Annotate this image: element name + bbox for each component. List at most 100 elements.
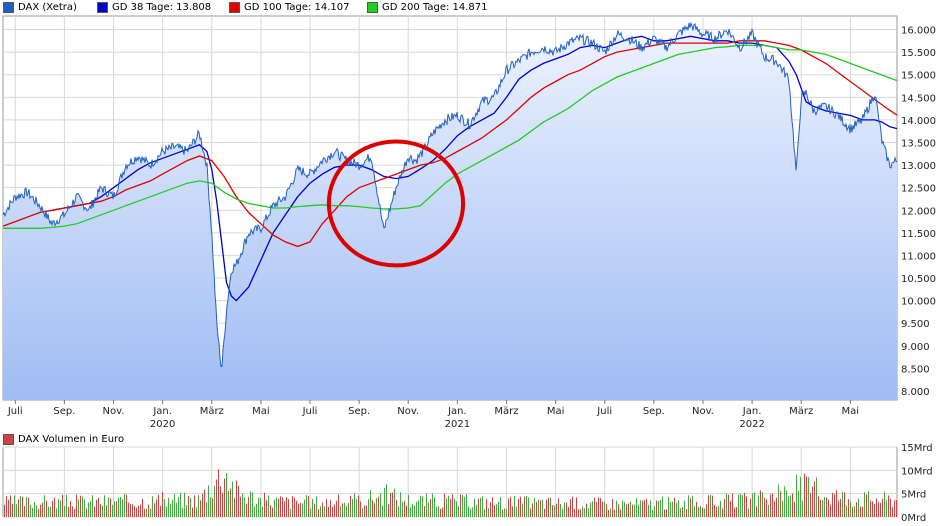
volume-bar — [138, 505, 139, 517]
volume-bar — [752, 493, 753, 517]
volume-bar — [56, 508, 57, 517]
y-tick-label: 12.000 — [901, 206, 936, 217]
x-tick-label: Juli — [7, 406, 23, 417]
volume-bar — [548, 497, 549, 517]
volume-bar — [572, 496, 573, 517]
volume-bar — [712, 495, 713, 517]
y-tick-label: 10.500 — [901, 274, 936, 285]
volume-bar — [182, 507, 183, 517]
volume-bar — [382, 505, 383, 517]
volume-bar — [204, 489, 205, 517]
volume-bar — [290, 508, 291, 517]
volume-bar — [790, 495, 791, 517]
volume-bar — [892, 507, 893, 517]
volume-bar — [152, 496, 153, 517]
volume-bar — [498, 501, 499, 517]
volume-bar — [408, 494, 409, 517]
series-line-gd100 — [2, 40, 898, 248]
volume-bar — [84, 499, 85, 517]
volume-bar — [868, 490, 869, 517]
volume-bar — [416, 501, 417, 517]
volume-bar — [592, 501, 593, 517]
volume-bar — [588, 508, 589, 517]
volume-bar — [88, 502, 89, 517]
volume-legend: DAX Volumen in Euro — [3, 434, 124, 445]
volume-bar — [96, 499, 97, 517]
volume-bar — [576, 497, 577, 517]
volume-bar — [720, 500, 721, 517]
volume-bar — [8, 499, 9, 517]
volume-bar — [760, 490, 761, 517]
volume-bar — [686, 509, 687, 517]
x-tick-label: März — [789, 406, 813, 417]
volume-bar — [328, 506, 329, 517]
volume-bar — [846, 505, 847, 517]
volume-bar — [268, 495, 269, 517]
volume-bar — [676, 502, 677, 517]
legend-label-gd38: GD 38 Tage: 13.808 — [112, 2, 212, 13]
volume-bar — [758, 495, 759, 517]
volume-bar — [486, 499, 487, 517]
volume-bar — [344, 502, 345, 517]
volume-bar — [764, 497, 765, 517]
volume-bar — [78, 499, 79, 517]
volume-bar — [638, 504, 639, 517]
volume-bar — [186, 504, 187, 517]
volume-bar — [210, 497, 211, 517]
volume-bar — [890, 498, 891, 517]
y-tick-label: 15.500 — [901, 48, 936, 59]
volume-bar — [266, 500, 267, 517]
volume-bar — [670, 502, 671, 517]
volume-bar — [556, 503, 557, 517]
volume-bar — [174, 494, 175, 517]
volume-bar — [654, 506, 655, 517]
volume-bar — [442, 507, 443, 517]
volume-bar — [348, 502, 349, 517]
volume-bar — [700, 505, 701, 517]
volume-bar — [710, 494, 711, 517]
volume-bar — [800, 476, 801, 517]
volume-bar — [460, 494, 461, 517]
volume-bar — [806, 476, 807, 517]
volume-bar — [772, 493, 773, 517]
volume-bar — [100, 504, 101, 517]
volume-bar — [278, 498, 279, 517]
volume-bar — [316, 496, 317, 517]
volume-bar — [40, 504, 41, 517]
volume-bar — [42, 502, 43, 517]
volume-bar — [530, 508, 531, 517]
volume-bar — [308, 496, 309, 517]
volume-bar — [872, 501, 873, 517]
y-tick-label: 9.000 — [901, 342, 930, 353]
volume-bar — [228, 490, 229, 517]
volume-bar — [536, 501, 537, 517]
volume-bar — [804, 473, 805, 517]
volume-bar — [180, 492, 181, 517]
volume-bar — [384, 487, 385, 517]
volume-bar — [366, 505, 367, 517]
volume-bar — [388, 504, 389, 517]
volume-bar — [164, 499, 165, 517]
volume-bar — [10, 495, 11, 517]
volume-bar — [634, 504, 635, 517]
volume-bar — [326, 498, 327, 517]
volume-bar — [212, 498, 213, 517]
volume-bar — [298, 503, 299, 517]
volume-bar — [506, 509, 507, 517]
volume-bar — [406, 505, 407, 517]
volume-bar — [358, 495, 359, 517]
volume-bar — [230, 488, 231, 517]
y-tick-label: 10.000 — [901, 297, 936, 308]
y-tick-label: 13.500 — [901, 138, 936, 149]
volume-bar — [122, 499, 123, 517]
volume-bar — [610, 508, 611, 517]
annotation-circle — [326, 139, 466, 268]
volume-bar — [628, 503, 629, 517]
volume-bar — [104, 495, 105, 517]
volume-bar — [602, 501, 603, 517]
volume-bar — [240, 496, 241, 517]
x-tick-label: Nov. — [397, 406, 419, 417]
volume-bar — [714, 504, 715, 517]
volume-bar — [332, 506, 333, 517]
volume-bar — [546, 499, 547, 517]
